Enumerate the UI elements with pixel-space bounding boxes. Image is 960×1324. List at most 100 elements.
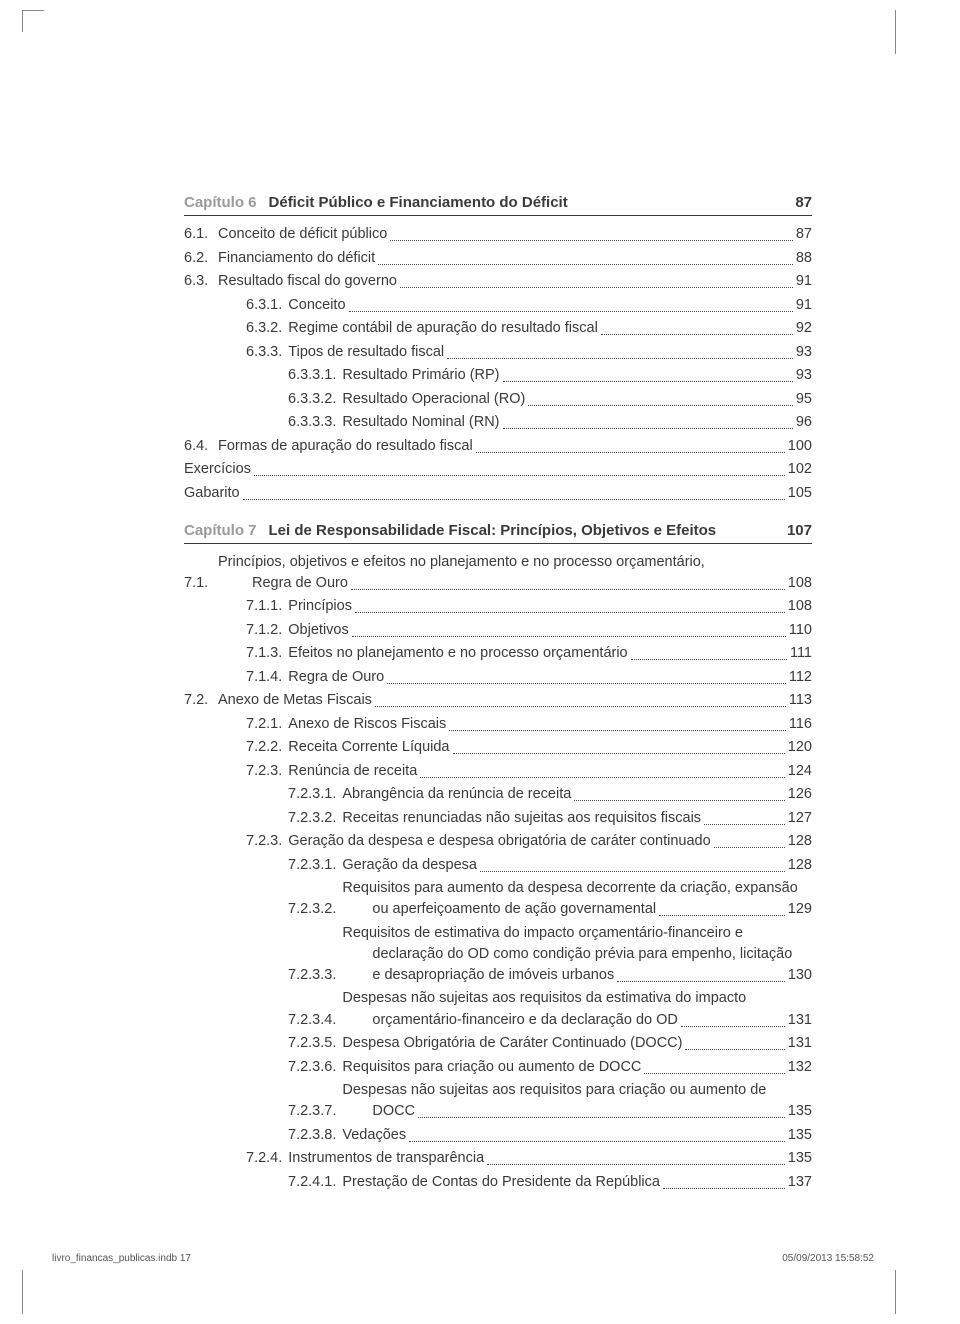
toc-entry-number: 6.3.3.2. xyxy=(288,389,342,410)
toc-entry-text: Conceito xyxy=(288,295,345,316)
toc-entry: 7.2.2.Receita Corrente Líquida120 xyxy=(184,737,812,758)
footer-filename: livro_financas_publicas.indb 17 xyxy=(52,1253,191,1264)
toc-entry-page: 87 xyxy=(796,224,812,245)
toc-entry: 7.2.3.2.Receitas renunciadas não sujeita… xyxy=(184,808,812,829)
toc-entry: 6.3.3.Tipos de resultado fiscal93 xyxy=(184,342,812,363)
toc-entry-text: Resultado Operacional (RO) xyxy=(342,389,525,410)
toc-entry: 7.2.3.8.Vedações135 xyxy=(184,1125,812,1146)
toc-entry-page: 108 xyxy=(788,596,812,617)
toc-entry-text: Exercícios xyxy=(184,459,251,480)
toc-entry-page: 127 xyxy=(788,808,812,829)
toc-entry: 6.4.Formas de apuração do resultado fisc… xyxy=(184,436,812,457)
toc-entry-text: Instrumentos de transparência xyxy=(288,1148,484,1169)
toc-entry-text: Efeitos no planejamento e no processo or… xyxy=(288,643,627,664)
toc-entry-number: 7.2. xyxy=(184,690,218,711)
toc-entry: 7.1.Princípios, objetivos e efeitos no p… xyxy=(184,552,812,594)
toc-entry-number: 6.3.2. xyxy=(246,318,288,339)
toc-entry-text: Abrangência da renúncia de receita xyxy=(342,784,571,805)
crop-mark-tl xyxy=(22,10,44,32)
toc-leader xyxy=(644,1073,784,1074)
toc-entry-number: 6.3. xyxy=(184,271,218,292)
toc-entry-page: 96 xyxy=(796,412,812,433)
toc-entry: 6.3.3.3.Resultado Nominal (RN) 96 xyxy=(184,412,812,433)
toc-entry: 7.2.3.1.Abrangência da renúncia de recei… xyxy=(184,784,812,805)
toc-entry-number: 7.2.4. xyxy=(246,1148,288,1169)
toc-entry-text-cont: Regra de Ouro xyxy=(252,573,348,594)
toc-entry: 7.1.3.Efeitos no planejamento e no proce… xyxy=(184,643,812,664)
toc-entry-text: Prestação de Contas do Presidente da Rep… xyxy=(342,1172,660,1193)
toc-leader xyxy=(503,381,793,382)
chapter-label: Capítulo 6 xyxy=(184,194,257,211)
toc-leader xyxy=(349,311,793,312)
toc-leader xyxy=(714,847,785,848)
toc-entry-text: Regra de Ouro xyxy=(288,667,384,688)
toc-entry-text: Resultado fiscal do governo xyxy=(218,271,397,292)
toc-entry: 6.3.2.Regime contábil de apuração do res… xyxy=(184,318,812,339)
toc-entry-number: 7.2.3.1. xyxy=(288,784,342,805)
toc-entry-number: 6.4. xyxy=(184,436,218,457)
toc-entry-lastline: e desapropriação de imóveis urbanos 130 xyxy=(342,965,812,986)
toc-entry-lastline: DOCC135 xyxy=(342,1101,812,1122)
toc-entry-text-cont: orçamentário-financeiro e da declaração … xyxy=(372,1010,677,1031)
toc-entry-number: 6.3.1. xyxy=(246,295,288,316)
toc-entry-page: 135 xyxy=(788,1148,812,1169)
toc-entry-number: 7.1.3. xyxy=(246,643,288,664)
toc-entry-number: 7.2.3.3. xyxy=(288,965,342,986)
toc-entry-page: 135 xyxy=(788,1125,812,1146)
toc-leader xyxy=(704,824,785,825)
toc-entry-textwrap: Requisitos de estimativa do impacto orça… xyxy=(342,923,812,986)
toc-leader xyxy=(601,334,793,335)
toc-entry: 6.3.Resultado fiscal do governo 91 xyxy=(184,271,812,292)
toc-entry-text: Regime contábil de apuração do resultado… xyxy=(288,318,598,339)
toc-entry: 6.3.3.2.Resultado Operacional (RO) 95 xyxy=(184,389,812,410)
toc-entry-lastline: Regra de Ouro108 xyxy=(218,573,812,594)
toc-entry-text: Receita Corrente Líquida xyxy=(288,737,449,758)
toc-entry-page: 131 xyxy=(788,1010,812,1031)
toc-leader xyxy=(617,981,785,982)
toc-entry-page: 128 xyxy=(788,831,812,852)
toc-entry-number: 6.2. xyxy=(184,248,218,269)
toc-entry-number: 7.2.1. xyxy=(246,714,288,735)
toc-entry-number: 7.2.4.1. xyxy=(288,1172,342,1193)
toc-entry-text: Gabarito xyxy=(184,483,240,504)
toc-leader xyxy=(659,915,785,916)
toc-entry-page: 93 xyxy=(796,365,812,386)
toc-entry-text: Resultado Nominal (RN) xyxy=(342,412,499,433)
toc-entry-text-cont: DOCC xyxy=(372,1101,415,1122)
toc-entry: 7.1.1.Princípios108 xyxy=(184,596,812,617)
toc-entry-number: 6.3.3.1. xyxy=(288,365,342,386)
chapter-title: Déficit Público e Financiamento do Défic… xyxy=(269,194,788,211)
chapter-header: Capítulo 6 Déficit Público e Financiament… xyxy=(184,194,812,216)
toc-entry-text: Requisitos para criação ou aumento de DO… xyxy=(342,1057,641,1078)
toc-entry: 7.2.3.2.Requisitos para aumento da despe… xyxy=(184,878,812,920)
toc-entry: 7.1.2.Objetivos110 xyxy=(184,620,812,641)
toc-entry-number: 7.2.3.8. xyxy=(288,1125,342,1146)
toc-entry: 6.2.Financiamento do déficit88 xyxy=(184,248,812,269)
toc-entry-text: Financiamento do déficit xyxy=(218,248,375,269)
toc-entry-text-cont: e desapropriação de imóveis urbanos xyxy=(372,965,614,986)
toc-leader xyxy=(480,871,785,872)
toc-entry-number: 7.1.1. xyxy=(246,596,288,617)
toc-entry-text-cont: declaração do OD como condição prévia pa… xyxy=(342,944,812,965)
toc-entry: Gabarito105 xyxy=(184,483,812,504)
toc-leader xyxy=(487,1164,785,1165)
toc-entry-number: 7.2.3.5. xyxy=(288,1033,342,1054)
toc-entry: 7.2.3.1.Geração da despesa128 xyxy=(184,855,812,876)
toc-entry: 6.3.1.Conceito91 xyxy=(184,295,812,316)
toc-entry: 6.3.3.1.Resultado Primário (RP)93 xyxy=(184,365,812,386)
toc-entry-text: Princípios, objetivos e efeitos no plane… xyxy=(218,552,812,573)
toc-entry-page: 132 xyxy=(788,1057,812,1078)
crop-mark-br xyxy=(895,1270,896,1314)
toc-entry-number: 7.2.3.6. xyxy=(288,1057,342,1078)
toc-entry: 7.2.3.Renúncia de receita124 xyxy=(184,761,812,782)
toc-leader xyxy=(663,1188,785,1189)
toc-entry-text: Despesas não sujeitas aos requisitos par… xyxy=(342,1080,812,1101)
toc-entry-page: 116 xyxy=(789,714,812,735)
toc-entry-page: 95 xyxy=(796,389,812,410)
toc-entry-page: 102 xyxy=(788,459,812,480)
toc-entry-page: 91 xyxy=(796,271,812,292)
chapter-label: Capítulo 7 xyxy=(184,522,257,539)
toc-entry-page: 130 xyxy=(788,965,812,986)
toc-entry-page: 124 xyxy=(788,761,812,782)
toc-leader xyxy=(476,452,785,453)
